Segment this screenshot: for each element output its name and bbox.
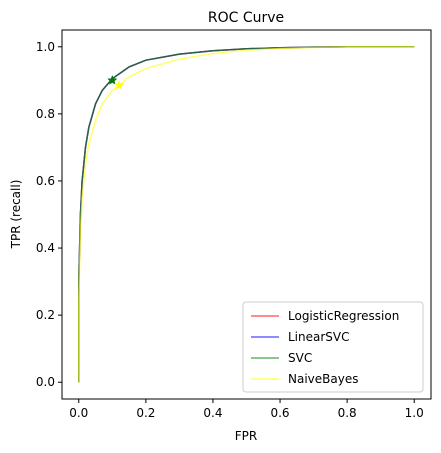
legend: LogisticRegression LinearSVC SVC NaiveBayes bbox=[242, 301, 424, 393]
legend-box bbox=[242, 301, 424, 393]
x-tick-label: 1.0 bbox=[405, 406, 424, 420]
legend-label-svc: SVC bbox=[288, 351, 312, 365]
x-tick-label: 0.4 bbox=[203, 406, 222, 420]
legend-label-linearsvc: LinearSVC bbox=[288, 330, 350, 344]
plot-frame bbox=[61, 29, 432, 400]
threshold-marker-naivebayes bbox=[114, 80, 124, 90]
y-tick-label: 0.2 bbox=[36, 308, 55, 322]
chart-title: ROC Curve bbox=[208, 10, 284, 26]
y-axis-label: TPR (recall) bbox=[9, 180, 23, 250]
legend-label-logisticregression: LogisticRegression bbox=[288, 309, 399, 323]
x-axis-label: FPR bbox=[235, 429, 257, 443]
x-tick-label: 0.0 bbox=[69, 406, 88, 420]
y-tick-label: 0.4 bbox=[36, 241, 55, 255]
y-tick-label: 1.0 bbox=[36, 40, 55, 54]
x-tick-label: 0.8 bbox=[338, 406, 357, 420]
y-tick-label: 0.8 bbox=[36, 107, 55, 121]
x-tick-label: 0.6 bbox=[270, 406, 289, 420]
y-tick-label: 0.0 bbox=[36, 375, 55, 389]
legend-label-naivebayes: NaiveBayes bbox=[288, 372, 358, 386]
threshold-marker-svc bbox=[107, 75, 118, 85]
x-tick-label: 0.2 bbox=[136, 406, 155, 420]
y-tick-label: 0.6 bbox=[36, 174, 55, 188]
